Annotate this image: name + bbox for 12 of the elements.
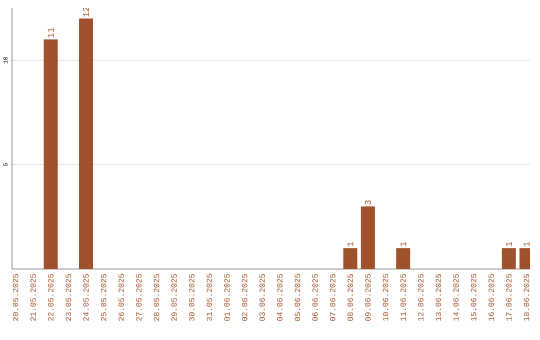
- bar: [343, 248, 358, 269]
- data-label: 1: [506, 242, 512, 246]
- data-label: 1: [347, 242, 354, 246]
- bar: [360, 206, 375, 269]
- data-label: 1: [400, 242, 406, 246]
- bar: [44, 39, 58, 269]
- bar: [79, 18, 93, 269]
- data-label: 3: [364, 200, 371, 205]
- data-label: 11: [48, 28, 54, 38]
- bar: [396, 248, 410, 269]
- bar: [502, 248, 516, 269]
- data-label: 1: [524, 242, 530, 246]
